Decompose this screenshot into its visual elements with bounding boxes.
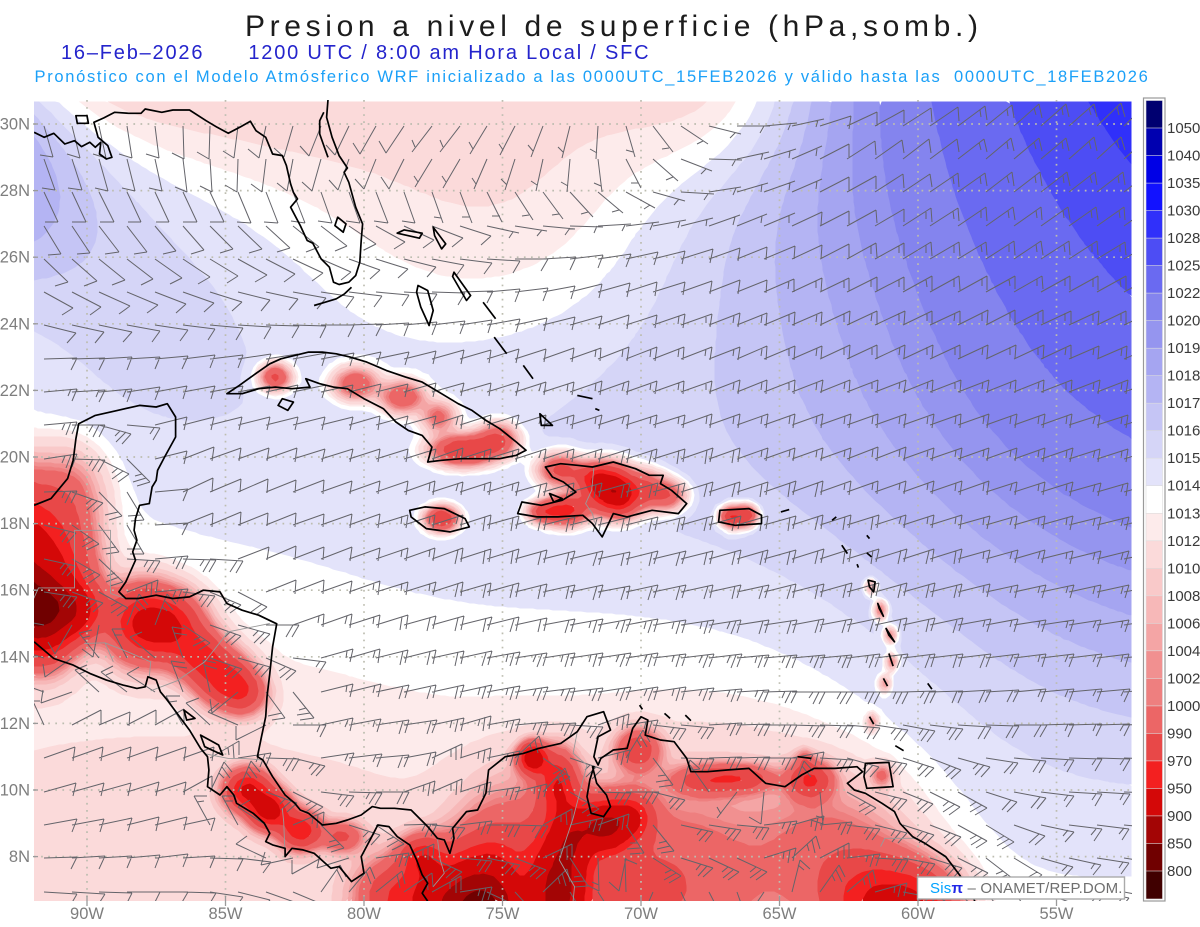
svg-text:1019: 1019	[1167, 340, 1200, 357]
svg-text:10N: 10N	[0, 782, 30, 800]
svg-text:55W: 55W	[1040, 905, 1074, 923]
svg-text:1004: 1004	[1167, 643, 1200, 660]
svg-text:1013: 1013	[1167, 505, 1200, 522]
svg-text:22N: 22N	[0, 382, 30, 400]
svg-text:1014: 1014	[1167, 478, 1200, 495]
svg-text:80W: 80W	[347, 905, 381, 923]
svg-text:18N: 18N	[0, 515, 30, 533]
svg-text:1006: 1006	[1167, 615, 1200, 632]
svg-text:1018: 1018	[1167, 368, 1200, 385]
svg-text:1017: 1017	[1167, 395, 1200, 412]
svg-text:800: 800	[1167, 863, 1192, 880]
svg-text:28N: 28N	[0, 182, 30, 200]
svg-text:65W: 65W	[763, 905, 797, 923]
svg-text:24N: 24N	[0, 315, 30, 333]
svg-text:1035: 1035	[1167, 175, 1200, 192]
svg-text:1028: 1028	[1167, 230, 1200, 247]
svg-text:990: 990	[1167, 725, 1192, 742]
svg-text:1050: 1050	[1167, 120, 1200, 137]
svg-text:1008: 1008	[1167, 588, 1200, 605]
svg-text:26N: 26N	[0, 249, 30, 267]
svg-text:Pronóstico con el Modelo Atmós: Pronóstico con el Modelo Atmósferico WRF…	[35, 68, 1150, 86]
svg-text:1012: 1012	[1167, 533, 1200, 550]
svg-text:1000: 1000	[1167, 698, 1200, 715]
svg-text:1010: 1010	[1167, 560, 1200, 577]
svg-text:970: 970	[1167, 753, 1192, 770]
svg-text:1016: 1016	[1167, 423, 1200, 440]
svg-text:30N: 30N	[0, 116, 30, 134]
svg-text:850: 850	[1167, 836, 1192, 853]
svg-text:60W: 60W	[901, 905, 935, 923]
svg-text:1020: 1020	[1167, 313, 1200, 330]
svg-text:12N: 12N	[0, 715, 30, 733]
svg-text:Presion a nivel de superficie: Presion a nivel de superficie (hPa,somb.…	[245, 10, 983, 43]
svg-text:1002: 1002	[1167, 670, 1200, 687]
svg-text:16N: 16N	[0, 582, 30, 600]
svg-text:1015: 1015	[1167, 450, 1200, 467]
svg-text:1025: 1025	[1167, 258, 1200, 275]
svg-text:16–Feb–2026 1200 UTC / 8:: 16–Feb–2026 1200 UTC / 8:00 am Hora Loca…	[61, 42, 650, 64]
svg-text:75W: 75W	[486, 905, 520, 923]
svg-text:20N: 20N	[0, 449, 30, 467]
svg-text:Sisπ – ONAMET/REP.DOM.: Sisπ – ONAMET/REP.DOM.	[930, 880, 1122, 897]
svg-text:1022: 1022	[1167, 285, 1200, 302]
svg-text:14N: 14N	[0, 648, 30, 666]
svg-text:1030: 1030	[1167, 203, 1200, 220]
svg-text:90W: 90W	[70, 905, 104, 923]
svg-text:70W: 70W	[624, 905, 658, 923]
svg-text:900: 900	[1167, 808, 1192, 825]
svg-text:8N: 8N	[9, 848, 30, 866]
svg-text:85W: 85W	[209, 905, 243, 923]
svg-text:950: 950	[1167, 780, 1192, 797]
svg-text:1040: 1040	[1167, 148, 1200, 165]
